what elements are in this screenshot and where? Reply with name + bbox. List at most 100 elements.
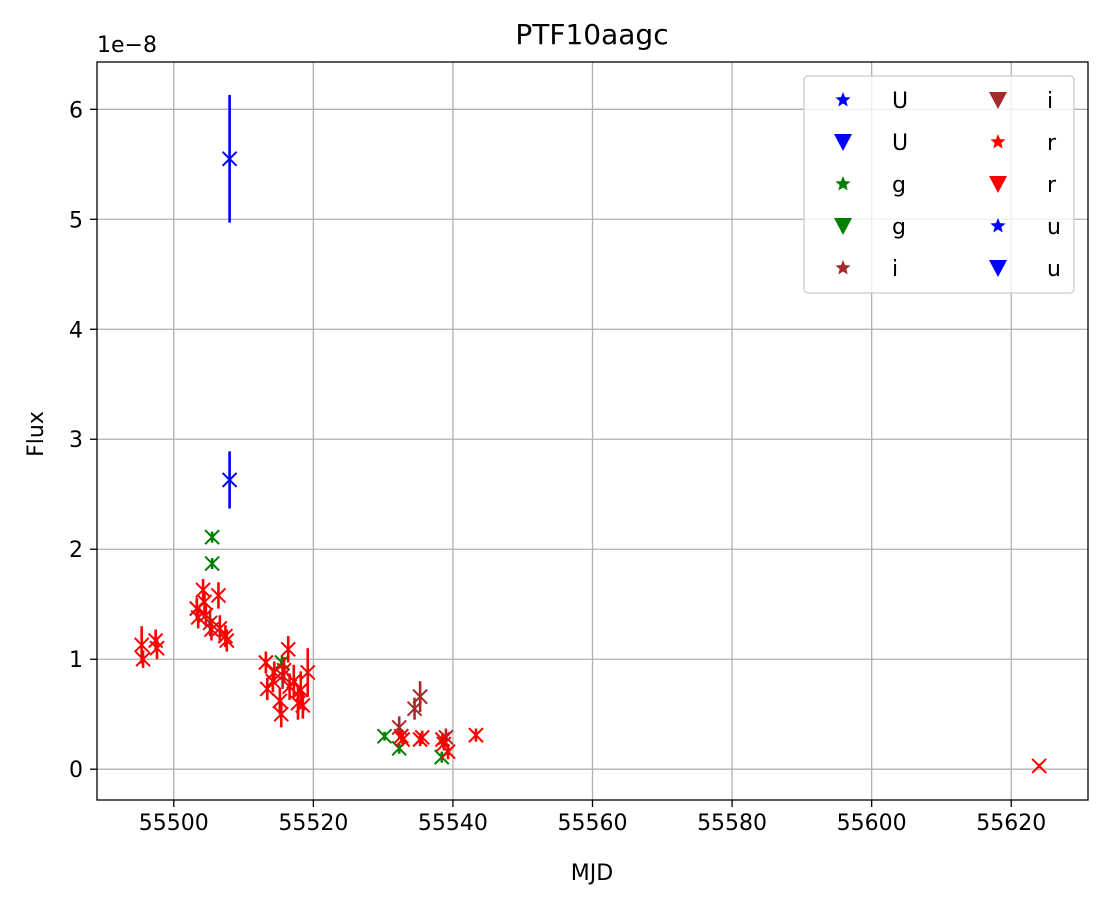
data-point-g bbox=[204, 529, 220, 545]
x-tick-label: 55520 bbox=[278, 811, 348, 836]
data-point-g bbox=[376, 728, 393, 744]
data-point-r bbox=[440, 743, 456, 760]
x-marker bbox=[412, 688, 428, 705]
x-marker bbox=[204, 529, 220, 545]
x-marker bbox=[217, 628, 234, 644]
star-icon bbox=[835, 260, 851, 275]
x-marker bbox=[295, 697, 311, 714]
legend-entry: U bbox=[834, 131, 908, 156]
legend-entry: u bbox=[989, 257, 1061, 282]
triangle-down-icon bbox=[989, 260, 1007, 277]
data-point-r bbox=[280, 636, 296, 663]
legend-label: r bbox=[1047, 173, 1057, 198]
x-marker bbox=[391, 719, 407, 736]
x-marker bbox=[286, 673, 302, 689]
x-marker bbox=[280, 641, 296, 658]
y-tick-label: 2 bbox=[69, 538, 83, 563]
x-marker bbox=[221, 472, 238, 488]
y-tick-label: 5 bbox=[69, 208, 83, 233]
data-point-r bbox=[286, 664, 302, 698]
x-tick-label: 55560 bbox=[558, 811, 628, 836]
legend-label: r bbox=[1047, 131, 1057, 156]
legend-entry: u bbox=[990, 215, 1061, 240]
data-point-g bbox=[204, 555, 220, 572]
data-point-r bbox=[300, 648, 316, 697]
x-marker bbox=[414, 729, 430, 746]
chart-title: PTF10aagc bbox=[515, 18, 668, 51]
y-tick-label: 3 bbox=[69, 428, 83, 453]
x-marker bbox=[468, 727, 484, 743]
legend-box bbox=[803, 75, 1075, 294]
data-point-r bbox=[219, 629, 235, 652]
data-point-U bbox=[221, 94, 238, 223]
legend-label: U bbox=[892, 131, 908, 156]
x-marker bbox=[393, 728, 409, 744]
triangle-down-icon bbox=[834, 218, 852, 235]
legend-label: u bbox=[1047, 257, 1061, 282]
y-tick-label: 0 bbox=[69, 758, 83, 783]
legend-entry: r bbox=[989, 173, 1057, 198]
y-tick-label: 6 bbox=[69, 98, 83, 123]
data-point-r bbox=[273, 701, 289, 728]
x-marker bbox=[266, 664, 282, 681]
data-point-r bbox=[394, 731, 411, 748]
x-marker bbox=[394, 731, 411, 748]
legend-entry: U bbox=[835, 89, 908, 114]
triangle-down-icon bbox=[834, 134, 852, 151]
legend-label: g bbox=[892, 215, 906, 240]
x-marker bbox=[221, 151, 238, 167]
x-tick-label: 55580 bbox=[697, 811, 767, 836]
x-axis-label: MJD bbox=[571, 861, 613, 886]
triangle-down-icon bbox=[989, 176, 1007, 193]
data-point-r bbox=[266, 661, 282, 684]
star-icon bbox=[990, 134, 1006, 149]
legend-entry: g bbox=[835, 173, 906, 198]
data-point-r bbox=[272, 687, 288, 715]
x-marker bbox=[293, 682, 309, 698]
star-icon bbox=[835, 176, 851, 191]
data-point-r bbox=[210, 582, 227, 609]
data-point-r bbox=[196, 591, 213, 614]
x-marker bbox=[272, 693, 288, 709]
legend-label: i bbox=[892, 257, 898, 282]
x-marker bbox=[300, 664, 316, 681]
plot-data bbox=[133, 94, 1047, 774]
axis-ticks: 55500 55520 55540 55560 55580 55600 55620 0 1 2 3 4… bbox=[69, 98, 1046, 836]
legend-entry: g bbox=[834, 215, 906, 240]
y-tick-label: 4 bbox=[69, 318, 83, 343]
x-marker bbox=[273, 706, 289, 722]
legend-entry: i bbox=[989, 89, 1053, 114]
star-icon bbox=[835, 92, 851, 107]
data-point-r bbox=[1031, 758, 1047, 774]
x-marker bbox=[258, 654, 274, 671]
data-point-r bbox=[258, 651, 274, 674]
data-point-r bbox=[135, 650, 151, 669]
data-point-i bbox=[412, 681, 428, 713]
x-marker bbox=[219, 632, 235, 649]
data-point-U bbox=[221, 451, 238, 509]
legend-label: U bbox=[892, 89, 908, 114]
legend-label: i bbox=[1047, 89, 1053, 114]
x-marker bbox=[376, 728, 393, 744]
legend-label: u bbox=[1047, 215, 1061, 240]
x-marker bbox=[274, 668, 291, 684]
x-marker bbox=[135, 651, 151, 667]
triangle-down-icon bbox=[989, 92, 1007, 109]
x-marker bbox=[196, 594, 213, 610]
y-tick-label: 1 bbox=[69, 648, 83, 673]
data-point-r bbox=[468, 727, 484, 743]
x-tick-label: 55600 bbox=[837, 811, 907, 836]
x-marker bbox=[149, 640, 165, 656]
x-tick-label: 55620 bbox=[976, 811, 1046, 836]
y-offset-label: 1e−8 bbox=[97, 33, 157, 58]
x-marker bbox=[204, 555, 220, 572]
x-marker bbox=[210, 587, 227, 604]
legend-entry: r bbox=[990, 131, 1057, 156]
data-point-r bbox=[414, 729, 430, 746]
legend-entry: i bbox=[835, 257, 898, 282]
star-icon bbox=[990, 218, 1006, 233]
x-marker bbox=[440, 743, 456, 760]
x-marker bbox=[133, 637, 150, 653]
